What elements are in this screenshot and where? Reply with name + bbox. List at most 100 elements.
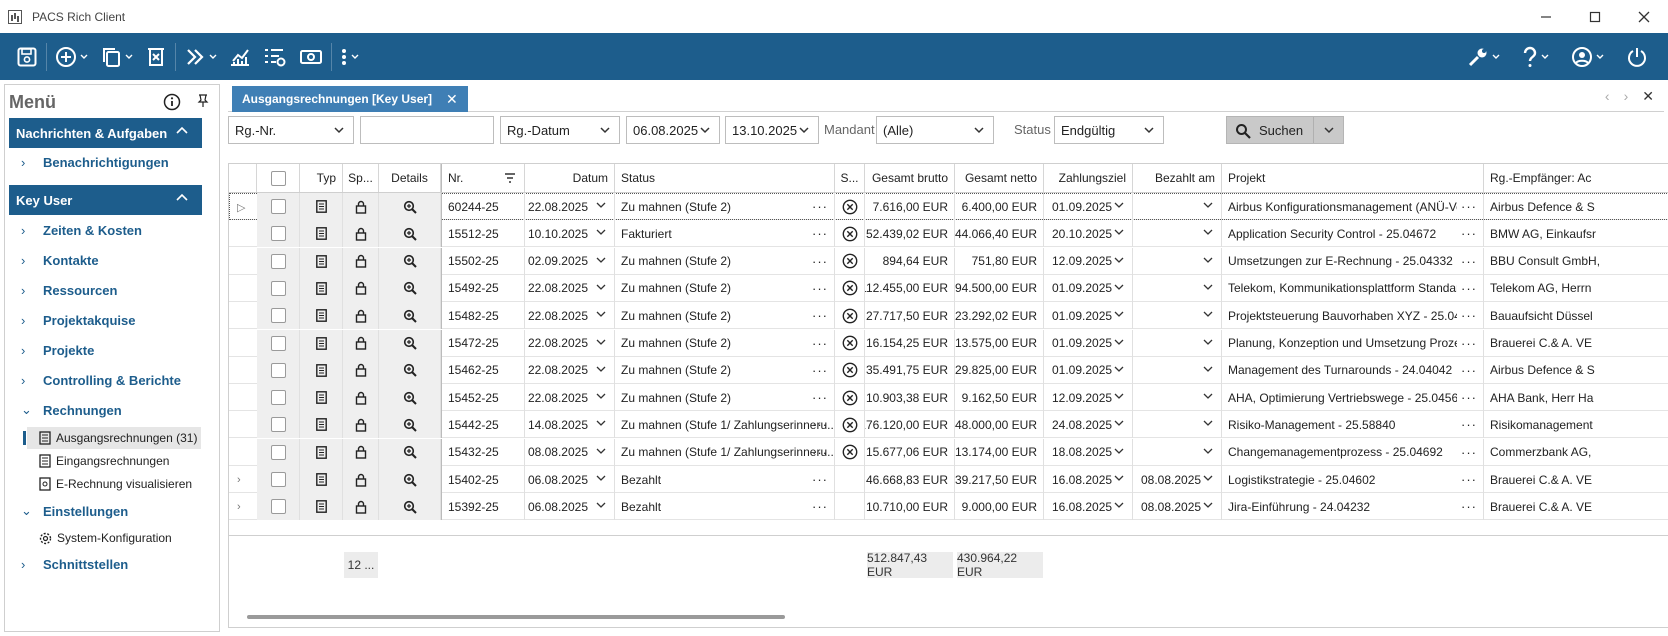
cancel-circle-icon[interactable] bbox=[842, 390, 858, 406]
datum-cell[interactable]: 06.08.2025 bbox=[525, 466, 615, 493]
tools-button[interactable] bbox=[1461, 33, 1506, 80]
status-cell[interactable]: Zu mahnen (Stufe 2) ··· bbox=[615, 193, 835, 220]
more-horizontal-icon[interactable]: ··· bbox=[812, 226, 828, 242]
cancel-cell[interactable] bbox=[835, 302, 865, 330]
row-expander[interactable] bbox=[229, 357, 257, 384]
number-field-select[interactable]: Rg.-Nr. bbox=[228, 116, 354, 144]
date-to-picker[interactable]: 13.10.2025 bbox=[725, 116, 819, 144]
tab-next-icon[interactable]: › bbox=[1623, 88, 1629, 104]
row-select[interactable] bbox=[257, 466, 300, 493]
help-button[interactable] bbox=[1516, 33, 1555, 80]
zahlungsziel-cell[interactable]: 16.08.2025 bbox=[1044, 493, 1133, 521]
sidebar-item-zeiten-kosten[interactable]: › Zeiten & Kosten bbox=[21, 219, 142, 241]
more-horizontal-icon[interactable]: ··· bbox=[1461, 390, 1477, 406]
lock-cell[interactable] bbox=[343, 302, 379, 330]
lock-icon[interactable] bbox=[355, 418, 367, 432]
bezahlt-am-cell[interactable] bbox=[1133, 193, 1222, 220]
more-horizontal-icon[interactable]: ··· bbox=[1461, 335, 1477, 351]
row-checkbox[interactable] bbox=[270, 444, 286, 460]
datum-cell[interactable]: 02.09.2025 bbox=[525, 247, 615, 275]
more-horizontal-icon[interactable]: ··· bbox=[1461, 308, 1477, 324]
row-checkbox[interactable] bbox=[270, 253, 286, 269]
lock-icon[interactable] bbox=[355, 254, 367, 268]
power-button[interactable] bbox=[1620, 33, 1654, 80]
search-options-button[interactable] bbox=[1313, 117, 1343, 143]
bezahlt-am-cell[interactable]: 08.08.2025 bbox=[1133, 493, 1222, 521]
more-horizontal-icon[interactable]: ··· bbox=[1461, 362, 1477, 378]
chevron-down-icon[interactable] bbox=[596, 366, 606, 373]
table-row[interactable]: 15432-25 08.08.2025 Zu mahnen (Stufe 1/ … bbox=[229, 438, 1668, 466]
row-checkbox[interactable] bbox=[270, 280, 286, 296]
projekt-cell[interactable]: Jira-Einführung - 24.04232 ··· bbox=[1222, 493, 1484, 521]
zahlungsziel-cell[interactable]: 12.09.2025 bbox=[1044, 247, 1133, 275]
pin-icon[interactable] bbox=[197, 94, 209, 108]
zahlungsziel-cell[interactable]: 16.08.2025 bbox=[1044, 466, 1133, 493]
chevron-down-icon[interactable] bbox=[1203, 202, 1213, 209]
lock-cell[interactable] bbox=[343, 356, 379, 384]
date-from-picker[interactable]: 06.08.2025 bbox=[626, 116, 720, 144]
chevron-down-icon[interactable] bbox=[1114, 366, 1124, 373]
details-cell[interactable] bbox=[379, 274, 441, 302]
chevron-down-icon[interactable] bbox=[1203, 420, 1213, 427]
more-horizontal-icon[interactable]: ··· bbox=[812, 280, 828, 296]
sidebar-item-controlling[interactable]: › Controlling & Berichte bbox=[21, 369, 181, 391]
number-input[interactable] bbox=[360, 116, 494, 144]
cancel-circle-icon[interactable] bbox=[842, 444, 858, 460]
projekt-cell[interactable]: Projektsteuerung Bauvorhaben XYZ - 25.04… bbox=[1222, 302, 1484, 330]
chevron-down-icon[interactable] bbox=[1114, 339, 1124, 346]
bezahlt-am-cell[interactable] bbox=[1133, 356, 1222, 384]
details-cell[interactable] bbox=[379, 329, 441, 357]
lock-icon[interactable] bbox=[355, 363, 367, 377]
datum-cell[interactable]: 14.08.2025 bbox=[525, 411, 615, 439]
zoom-in-icon[interactable] bbox=[403, 336, 417, 350]
lock-icon[interactable] bbox=[355, 309, 367, 323]
zahlungsziel-cell[interactable]: 20.10.2025 bbox=[1044, 220, 1133, 248]
row-expander[interactable] bbox=[229, 220, 257, 247]
status-cell[interactable]: Zu mahnen (Stufe 2) ··· bbox=[615, 356, 835, 384]
cancel-cell[interactable] bbox=[835, 438, 865, 466]
zahlungsziel-cell[interactable]: 18.08.2025 bbox=[1044, 438, 1133, 466]
zoom-in-icon[interactable] bbox=[403, 281, 417, 296]
lock-cell[interactable] bbox=[343, 247, 379, 275]
chevron-down-icon[interactable] bbox=[596, 502, 606, 509]
header-typ[interactable]: Typ bbox=[300, 164, 343, 192]
projekt-cell[interactable]: AHA, Optimierung Vertriebswege - 25.0456… bbox=[1222, 384, 1484, 412]
status-cell[interactable]: Bezahlt ··· bbox=[615, 466, 835, 493]
more-horizontal-icon[interactable]: ··· bbox=[812, 199, 828, 214]
status-select[interactable]: Endgültig bbox=[1054, 116, 1164, 144]
chevron-down-icon[interactable] bbox=[596, 284, 606, 291]
sidebar-item-projektakquise[interactable]: › Projektakquise bbox=[21, 309, 136, 331]
row-select[interactable] bbox=[257, 247, 300, 275]
cancel-cell[interactable] bbox=[835, 247, 865, 275]
status-cell[interactable]: Zu mahnen (Stufe 2) ··· bbox=[615, 329, 835, 357]
projekt-cell[interactable]: Umsetzungen zur E-Rechnung - 25.04332 ··… bbox=[1222, 247, 1484, 275]
chevron-down-icon[interactable] bbox=[596, 420, 606, 427]
row-select[interactable] bbox=[257, 411, 300, 439]
row-expander[interactable] bbox=[229, 384, 257, 411]
row-checkbox[interactable] bbox=[270, 472, 286, 487]
more-horizontal-icon[interactable]: ··· bbox=[812, 390, 828, 406]
header-empfaenger[interactable]: Rg.-Empfänger: Ac bbox=[1490, 171, 1592, 185]
expand-icon[interactable]: › bbox=[237, 474, 241, 486]
zoom-in-icon[interactable] bbox=[403, 473, 417, 487]
chevron-down-icon[interactable] bbox=[1203, 229, 1213, 236]
chevron-down-icon[interactable] bbox=[596, 448, 606, 455]
chevron-down-icon[interactable] bbox=[1114, 284, 1124, 291]
projekt-cell[interactable]: Application Security Control - 25.04672 … bbox=[1222, 220, 1484, 248]
close-icon[interactable]: ✕ bbox=[1642, 88, 1654, 104]
zoom-in-icon[interactable] bbox=[403, 418, 417, 432]
table-row[interactable]: 15492-25 22.08.2025 Zu mahnen (Stufe 2) … bbox=[229, 274, 1668, 302]
cancel-cell[interactable] bbox=[835, 466, 865, 493]
cancel-circle-icon[interactable] bbox=[842, 199, 858, 215]
zoom-in-icon[interactable] bbox=[403, 391, 417, 405]
info-icon[interactable] bbox=[163, 93, 181, 111]
chevron-down-icon[interactable] bbox=[1203, 366, 1213, 373]
list-settings-button[interactable] bbox=[257, 33, 293, 80]
projekt-cell[interactable]: Logistikstrategie - 25.04602 ··· bbox=[1222, 466, 1484, 493]
header-zahlungsziel[interactable]: Zahlungsziel bbox=[1044, 164, 1133, 192]
sidebar-item-rechnungen[interactable]: ⌄ Rechnungen bbox=[21, 399, 122, 421]
lock-cell[interactable] bbox=[343, 466, 379, 493]
tab-prev-icon[interactable]: ‹ bbox=[1604, 88, 1610, 104]
chevron-down-icon[interactable] bbox=[1114, 420, 1124, 427]
zoom-in-icon[interactable] bbox=[403, 309, 417, 323]
